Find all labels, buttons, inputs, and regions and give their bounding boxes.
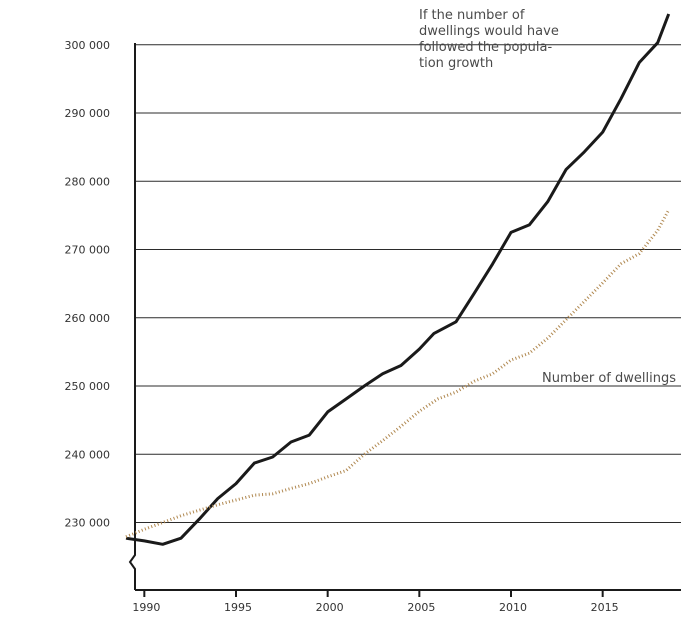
- y-tick-label: 250 000: [65, 380, 111, 393]
- population-growth-line: [125, 13, 671, 546]
- x-tick-label: 2015: [591, 601, 619, 614]
- x-tick-label: 1990: [132, 601, 160, 614]
- x-tick-label: 1995: [224, 601, 252, 614]
- annotation-population-growth: If the number of: [419, 8, 525, 23]
- y-tick-label: 260 000: [65, 312, 111, 325]
- y-tick-label: 230 000: [65, 517, 111, 530]
- y-axis: [128, 43, 136, 590]
- y-tick-label: 290 000: [65, 107, 111, 120]
- y-tick-label: 280 000: [65, 175, 111, 188]
- y-tick-label: 270 000: [65, 244, 111, 257]
- x-tick-label: 2010: [499, 601, 527, 614]
- annotation-population-growth: followed the popula-: [419, 40, 552, 55]
- y-tick-label: 300 000: [65, 39, 111, 52]
- y-tick-label: 240 000: [65, 448, 111, 461]
- annotation-population-growth: dwellings would have: [419, 24, 559, 39]
- x-tick-label: 2005: [407, 601, 435, 614]
- annotation-number-of-dwellings: Number of dwellings: [542, 371, 676, 386]
- x-tick-label: 2000: [316, 601, 344, 614]
- annotation-population-growth: tion growth: [419, 56, 493, 71]
